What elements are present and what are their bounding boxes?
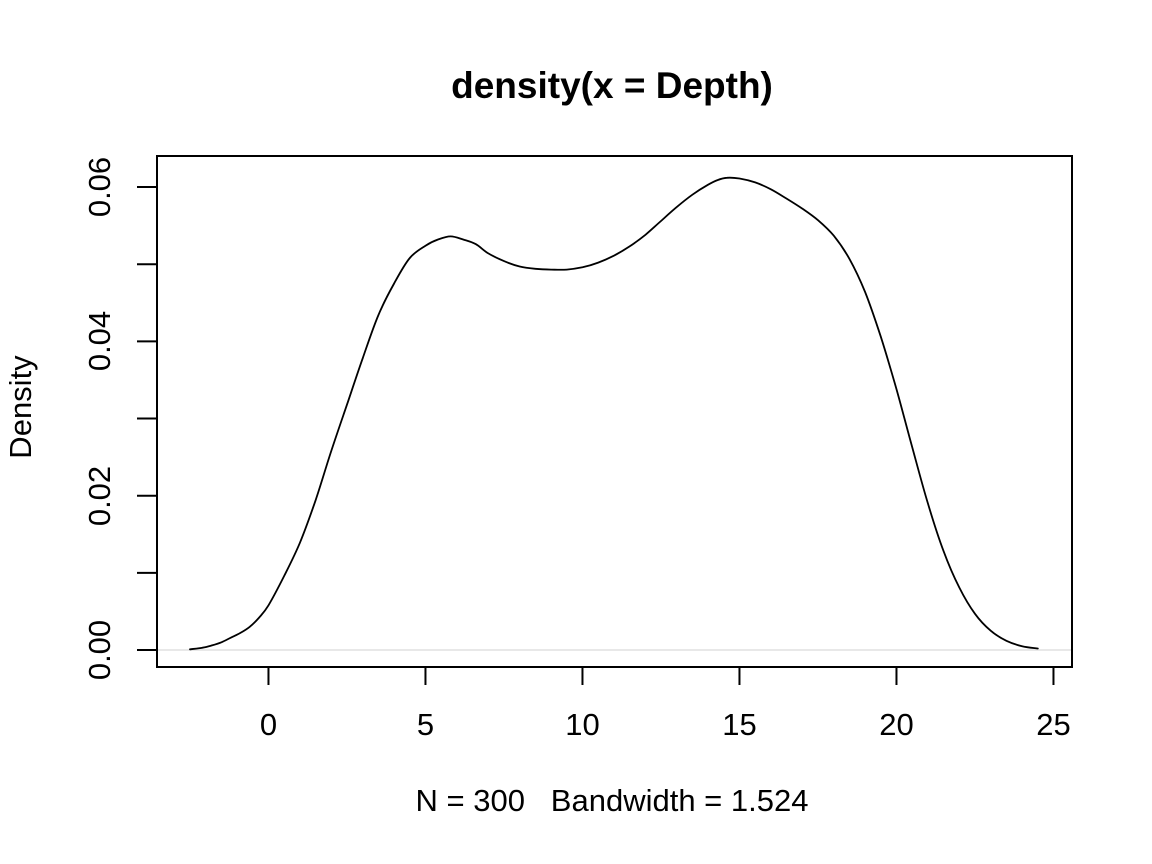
density-curve [189,176,1039,651]
x-axis-caption: N = 300 Bandwidth = 1.524 [415,783,809,818]
plot-border [156,155,1073,668]
x-tick-label: 10 [565,707,600,742]
chart-title: density(x = Depth) [451,65,773,106]
y-tick-label: 0.06 [82,156,117,218]
y-tick-label: 0.04 [82,311,117,372]
x-tick-label: 25 [1036,707,1071,742]
x-tick-label: 20 [879,707,914,742]
x-tick-label: 0 [259,707,278,742]
x-tick-label: 5 [416,707,435,742]
x-tick-label: 15 [722,707,757,742]
y-tick-label: 0.00 [82,619,117,681]
y-tick-label: 0.02 [82,465,117,526]
